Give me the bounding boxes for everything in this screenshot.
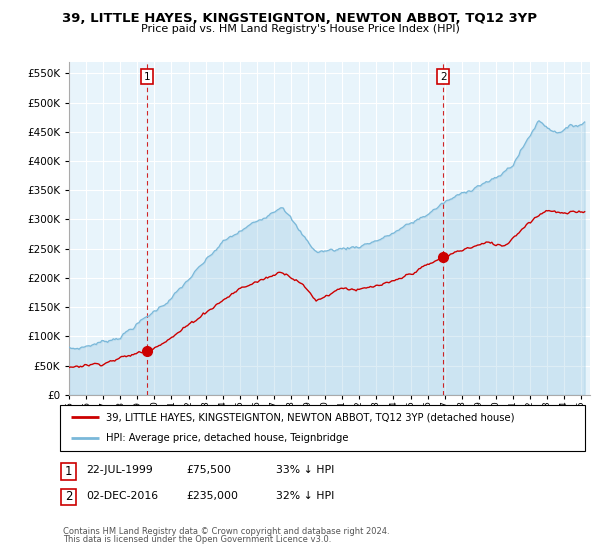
Text: 39, LITTLE HAYES, KINGSTEIGNTON, NEWTON ABBOT, TQ12 3YP: 39, LITTLE HAYES, KINGSTEIGNTON, NEWTON … — [62, 12, 538, 25]
Text: 39, LITTLE HAYES, KINGSTEIGNTON, NEWTON ABBOT, TQ12 3YP (detached house): 39, LITTLE HAYES, KINGSTEIGNTON, NEWTON … — [106, 412, 515, 422]
Text: Price paid vs. HM Land Registry's House Price Index (HPI): Price paid vs. HM Land Registry's House … — [140, 24, 460, 34]
Text: HPI: Average price, detached house, Teignbridge: HPI: Average price, detached house, Teig… — [106, 433, 349, 444]
Text: 22-JUL-1999: 22-JUL-1999 — [86, 465, 152, 475]
Text: 33% ↓ HPI: 33% ↓ HPI — [276, 465, 334, 475]
Text: 32% ↓ HPI: 32% ↓ HPI — [276, 491, 334, 501]
Text: 1: 1 — [143, 72, 150, 82]
Text: 1: 1 — [65, 465, 72, 478]
Text: 2: 2 — [65, 490, 72, 503]
Text: Contains HM Land Registry data © Crown copyright and database right 2024.: Contains HM Land Registry data © Crown c… — [63, 528, 389, 536]
Text: 2: 2 — [440, 72, 446, 82]
Text: £235,000: £235,000 — [186, 491, 238, 501]
Text: This data is licensed under the Open Government Licence v3.0.: This data is licensed under the Open Gov… — [63, 535, 331, 544]
Text: £75,500: £75,500 — [186, 465, 231, 475]
Text: 02-DEC-2016: 02-DEC-2016 — [86, 491, 158, 501]
